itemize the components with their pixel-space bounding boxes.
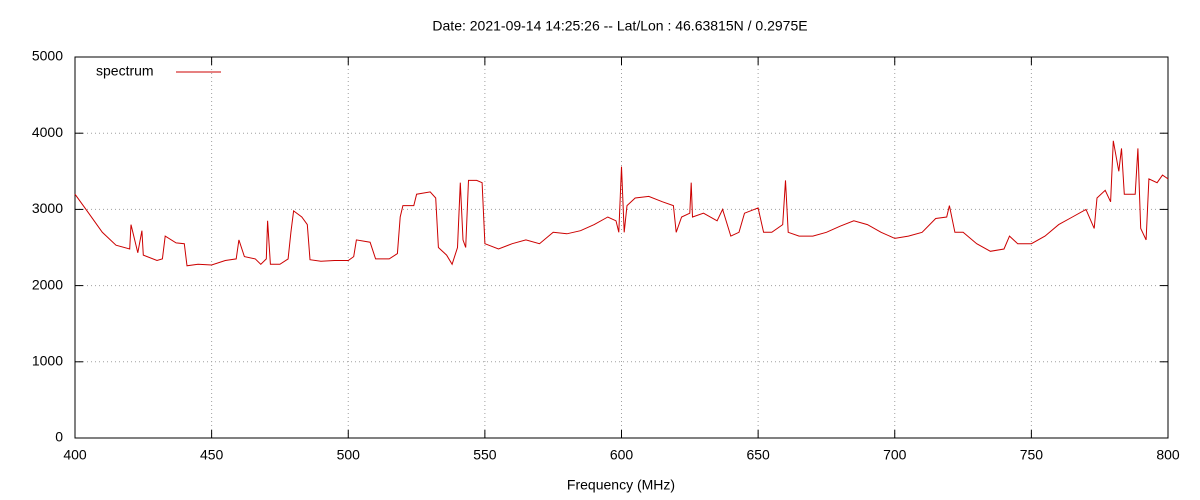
- y-tick-label: 4000: [32, 124, 63, 140]
- x-tick-label: 400: [63, 447, 87, 463]
- x-axis-label: Frequency (MHz): [567, 477, 675, 493]
- y-tick-label: 1000: [32, 353, 63, 369]
- y-tick-label: 0: [55, 429, 63, 445]
- x-tick-label: 650: [746, 447, 770, 463]
- x-tick-label: 450: [200, 447, 224, 463]
- x-tick-label: 750: [1020, 447, 1044, 463]
- x-tick-label: 800: [1156, 447, 1180, 463]
- plot-border: [74, 56, 1169, 439]
- y-tick-label: 2000: [32, 276, 63, 292]
- chart-title: Date: 2021-09-14 14:25:26 -- Lat/Lon : 4…: [432, 18, 807, 34]
- spectrum-line: [74, 140, 1169, 267]
- x-tick-label: 550: [473, 447, 497, 463]
- y-tick-label: 3000: [32, 200, 63, 216]
- y-tick-label: 5000: [32, 48, 63, 64]
- legend-label: spectrum: [96, 63, 154, 79]
- x-tick-label: 500: [337, 447, 361, 463]
- x-tick-label: 600: [610, 447, 634, 463]
- x-tick-label: 700: [883, 447, 907, 463]
